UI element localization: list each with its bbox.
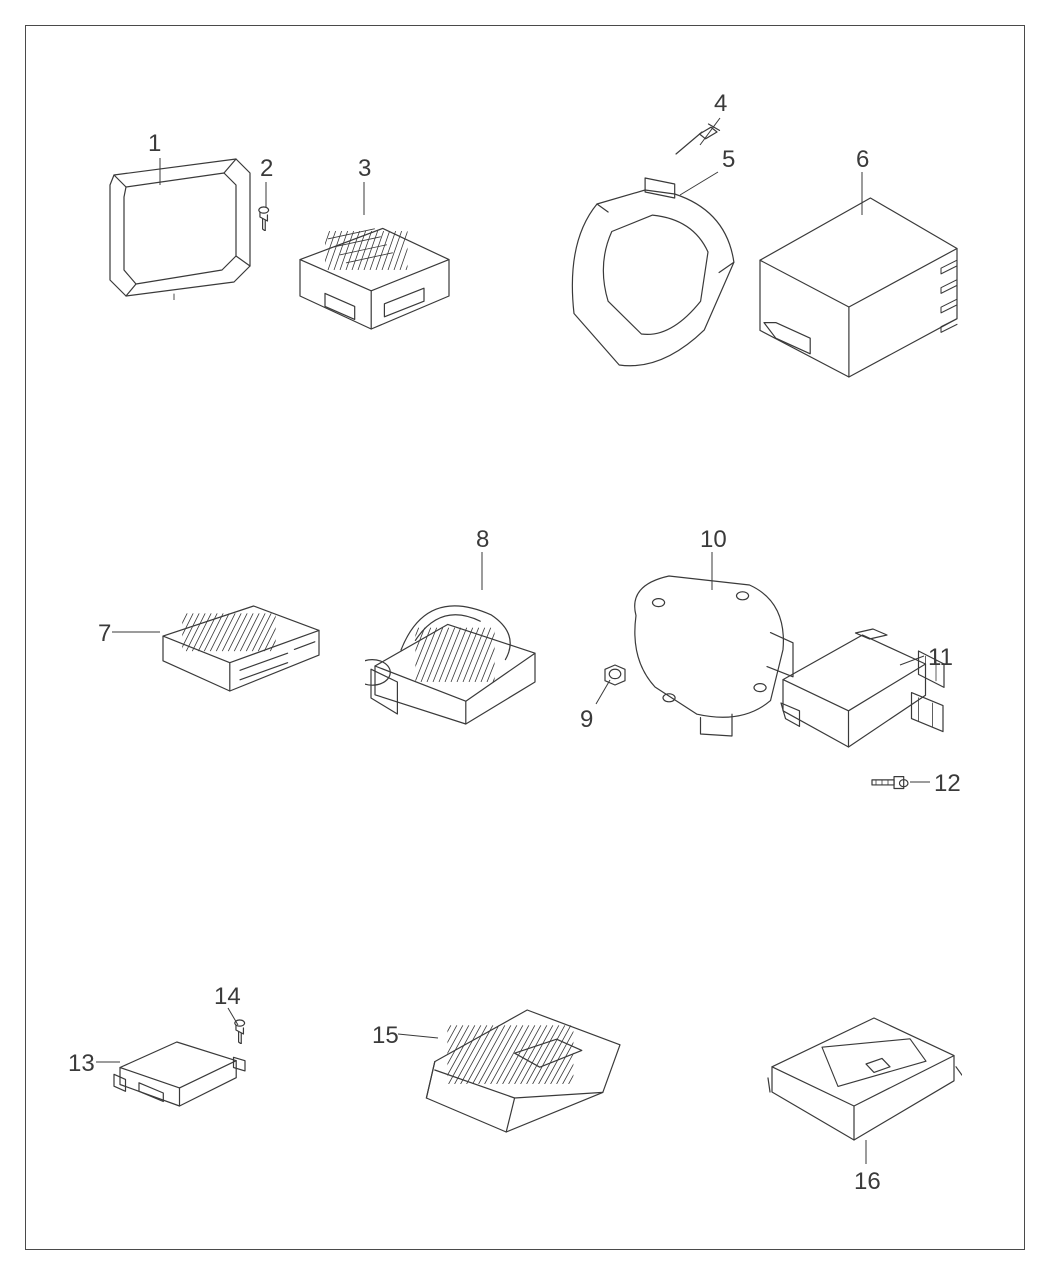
leader-5 (678, 170, 720, 197)
callout-13: 13 (68, 1050, 95, 1078)
callout-9: 9 (580, 706, 593, 734)
part-15-housing (418, 1000, 628, 1140)
callout-4: 4 (714, 90, 727, 118)
callout-15: 15 (372, 1022, 399, 1050)
callout-1: 1 (148, 130, 161, 158)
part-16-module-slim (762, 1008, 962, 1148)
leader-2 (264, 180, 268, 209)
leader-8 (480, 550, 484, 592)
part-8-module-motor (365, 570, 545, 730)
leader-14 (226, 1006, 240, 1027)
callout-16: 16 (854, 1168, 881, 1196)
part-7-module-low (155, 600, 325, 695)
part-5-bracket-open (560, 170, 745, 375)
leader-12 (908, 780, 932, 784)
callout-2: 2 (260, 155, 273, 183)
callout-5: 5 (722, 146, 735, 174)
leader-6 (860, 170, 864, 217)
leader-1 (158, 156, 162, 187)
part-13-sensor-small (112, 1025, 247, 1110)
part-6-module-flat (750, 190, 965, 385)
leader-7 (110, 630, 162, 634)
callout-11: 11 (928, 644, 953, 672)
leader-15 (396, 1032, 440, 1040)
leader-13 (94, 1060, 122, 1064)
part-1-bracket-frame (100, 155, 260, 300)
leader-3 (362, 180, 366, 217)
leader-10 (710, 550, 714, 592)
leader-4 (698, 116, 722, 147)
leader-16 (864, 1138, 868, 1166)
part-12-bolt (868, 770, 910, 792)
part-10-bracket-plate (620, 568, 795, 738)
part-11-module-conn (775, 625, 950, 755)
callout-3: 3 (358, 155, 371, 183)
callout-12: 12 (934, 770, 961, 798)
leader-11 (898, 654, 926, 667)
callout-7: 7 (98, 620, 111, 648)
leader-9 (594, 678, 612, 706)
part-3-module-stack (292, 205, 457, 335)
